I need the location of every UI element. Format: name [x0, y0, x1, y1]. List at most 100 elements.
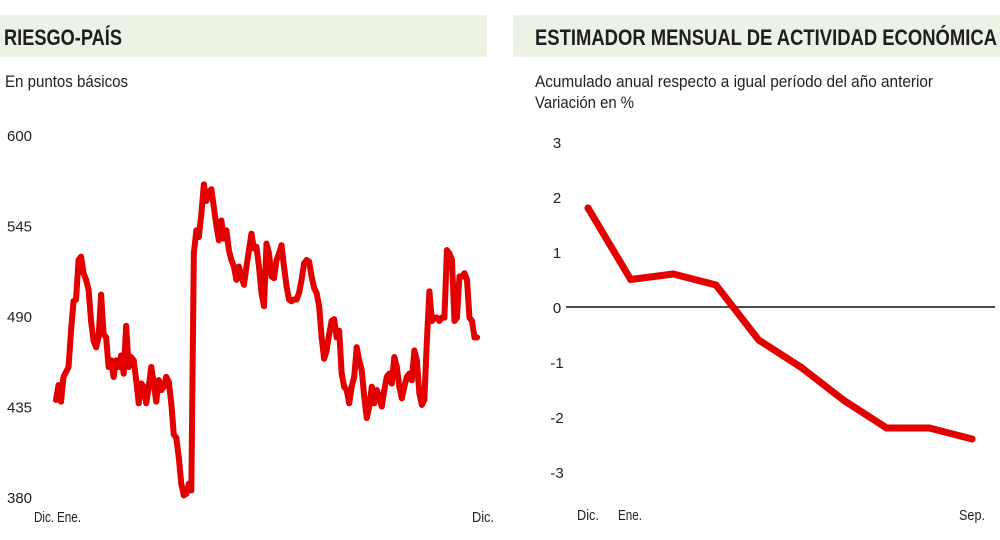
header-band [0, 15, 487, 57]
chart-subtitle: Acumulado anual respecto a igual período… [535, 72, 933, 91]
data-point [338, 370, 345, 377]
data-point [58, 398, 65, 405]
data-point [160, 383, 167, 390]
data-point [178, 480, 185, 487]
y-tick-label: -1 [550, 355, 563, 372]
data-point [797, 364, 805, 371]
series-line [53, 181, 480, 499]
data-point [468, 317, 475, 324]
data-point [85, 286, 92, 293]
data-point [381, 387, 388, 394]
data-point [356, 357, 363, 364]
data-point [346, 400, 353, 407]
data-point [105, 364, 112, 371]
data-point [195, 234, 202, 241]
y-tick-label: 3 [553, 135, 561, 152]
data-point [165, 378, 172, 385]
data-point [463, 276, 470, 283]
data-point [358, 367, 365, 374]
data-point [273, 257, 280, 264]
data-point [208, 186, 215, 193]
data-point [453, 314, 460, 321]
data-point [233, 276, 240, 283]
data-point [298, 276, 305, 283]
data-point [373, 387, 380, 394]
y-tick-label: -3 [550, 465, 563, 482]
data-point [175, 454, 182, 461]
data-point [155, 377, 162, 384]
data-point [361, 393, 368, 400]
data-point [968, 435, 976, 443]
data-point [55, 382, 62, 389]
data-point [318, 334, 325, 341]
chart-title: RIESGO-PAÍS [4, 25, 122, 50]
data-point [351, 373, 358, 380]
y-tick-label: 380 [7, 490, 32, 507]
data-point [133, 377, 140, 384]
y-tick-label: 1 [553, 245, 561, 262]
data-point [293, 296, 300, 303]
data-point [391, 354, 398, 361]
data-point [210, 204, 217, 211]
data-point [368, 383, 375, 390]
data-point [426, 288, 433, 295]
data-point [115, 364, 122, 371]
data-point [253, 243, 260, 250]
data-point [190, 250, 197, 257]
data-point [220, 235, 227, 242]
data-point [145, 383, 152, 390]
data-point [218, 217, 225, 224]
data-point [411, 347, 418, 354]
data-point [283, 283, 290, 290]
data-point [248, 230, 255, 237]
data-point [103, 334, 110, 341]
data-point [421, 396, 428, 403]
data-point [215, 237, 222, 244]
data-point [73, 296, 80, 303]
data-point [306, 258, 313, 265]
data-point [260, 303, 267, 310]
data-point [353, 344, 360, 351]
data-point [296, 289, 303, 296]
y-tick-label: 600 [7, 128, 32, 145]
data-point [271, 275, 278, 282]
data-point [313, 289, 320, 296]
data-point [93, 344, 100, 351]
data-point [163, 373, 170, 380]
data-point [398, 395, 405, 402]
data-point [461, 270, 468, 277]
riesgo-pais-chart: RIESGO-PAÍS En puntos básicos 600 545 490 4… [0, 15, 494, 526]
data-point [98, 291, 105, 298]
data-point [173, 434, 180, 441]
y-tick-label: 2 [553, 190, 561, 207]
data-point [366, 403, 373, 410]
data-point [150, 380, 157, 387]
data-point [925, 424, 933, 432]
data-point [441, 314, 448, 321]
data-point [135, 400, 142, 407]
y-tick-label: 0 [553, 300, 561, 317]
chart-subtitle-unit: Variación en % [535, 93, 634, 112]
data-point [401, 383, 408, 390]
data-point [88, 317, 95, 324]
data-point [230, 263, 237, 270]
y-tick-label: 545 [7, 219, 32, 236]
data-point [63, 368, 70, 375]
data-point [143, 400, 150, 407]
header-band [513, 15, 1000, 57]
data-point [418, 401, 425, 408]
data-point [278, 242, 285, 249]
data-point [406, 370, 413, 377]
data-point [118, 352, 125, 359]
data-point [240, 281, 247, 288]
data-point [326, 331, 333, 338]
x-tick-label: Ene. [57, 509, 81, 526]
data-point [238, 273, 245, 280]
data-point [446, 250, 453, 257]
data-point [408, 377, 415, 384]
data-point [153, 398, 160, 405]
data-point [333, 334, 340, 341]
data-point [188, 487, 195, 494]
series-line [584, 204, 976, 443]
